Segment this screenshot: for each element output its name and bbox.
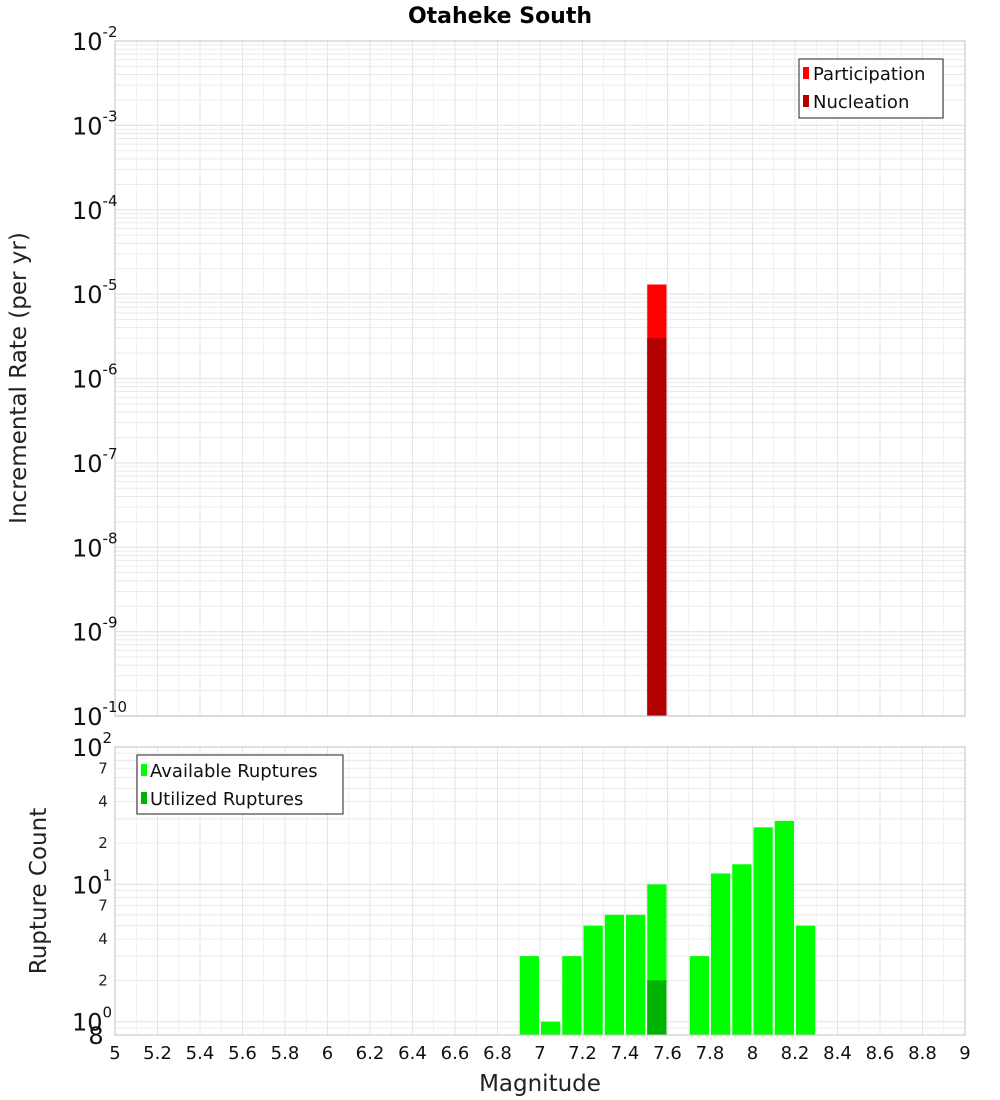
participation-swatch	[803, 67, 809, 79]
x-tick-label: 6.4	[398, 1043, 427, 1064]
bottom-y-axis-label: Rupture Count	[26, 808, 52, 974]
top-legend: Participation Nucleation	[798, 58, 944, 119]
nucleation-swatch	[803, 95, 809, 107]
available-bar	[774, 820, 794, 1035]
utilized-bar	[647, 980, 667, 1035]
available-swatch	[141, 764, 147, 776]
nucleation-bar	[647, 338, 667, 716]
available-bar	[689, 956, 709, 1035]
x-tick-label: 7.8	[696, 1043, 725, 1064]
y-tick-label: 10-10	[72, 698, 127, 731]
bottom-legend: Available Ruptures Utilized Ruptures	[136, 754, 344, 815]
x-axis-label: Magnitude	[479, 1071, 601, 1097]
legend-available: Available Ruptures	[150, 761, 318, 782]
available-bar	[711, 873, 731, 1035]
utilized-swatch	[141, 792, 147, 804]
available-bar	[519, 956, 539, 1035]
y-tick-label: 10-2	[72, 23, 118, 56]
y-tick-label: 10-9	[72, 614, 118, 647]
available-bar	[732, 864, 752, 1035]
x-tick-label: 8.8	[908, 1043, 937, 1064]
y-minor-tick-label: 7	[98, 897, 108, 915]
legend-utilized: Utilized Ruptures	[150, 789, 303, 810]
x-tick-label: 6.6	[441, 1043, 470, 1064]
plot-frame	[114, 746, 966, 1036]
x-tick-label: 5.4	[186, 1043, 215, 1064]
y-tick-label: 10-4	[72, 192, 118, 225]
y-tick-label: 10-8	[72, 529, 118, 562]
x-tick-label: 5.2	[143, 1043, 172, 1064]
x-tick-label: 7.6	[653, 1043, 682, 1064]
top-legend-box	[798, 58, 944, 119]
y-minor-tick-label: 4	[98, 930, 108, 948]
available-bar	[604, 914, 624, 1035]
y-tick-label: 102	[72, 729, 112, 762]
bottom-panel: 102 101 100 7 4 2 7 4 2 8	[72, 729, 966, 1050]
available-bar	[796, 925, 816, 1035]
x-tick-label: 7	[534, 1043, 545, 1064]
top-panel: 10-2 10-3 10-4 10-5 10-6 10-7 10-8 10-9 10-10	[72, 23, 966, 731]
bottom-legend-box	[136, 754, 344, 815]
y-minor-tick-label: 4	[98, 793, 108, 811]
x-tick-label: 6.8	[483, 1043, 512, 1064]
plot-frame	[114, 40, 966, 717]
available-bar	[562, 956, 582, 1035]
available-bar	[626, 914, 646, 1035]
y-tick-label: 101	[72, 866, 112, 899]
available-bar	[583, 925, 603, 1035]
x-tick-label: 9	[959, 1043, 970, 1064]
y-tick-label: 10-7	[72, 445, 118, 478]
x-tick-label: 7.2	[568, 1043, 597, 1064]
y-tick-label: 10-5	[72, 276, 118, 309]
x-tick-label: 8.4	[823, 1043, 852, 1064]
x-tick-label: 5	[109, 1043, 120, 1064]
legend-participation: Participation	[813, 64, 925, 85]
available-bar	[541, 1021, 561, 1035]
y-minor-tick-label: 8	[88, 1022, 103, 1050]
top-y-axis-label: Incremental Rate (per yr)	[6, 232, 32, 524]
x-tick-label: 8.6	[866, 1043, 895, 1064]
x-tick-label: 6.2	[356, 1043, 385, 1064]
x-tick-label: 5.6	[228, 1043, 257, 1064]
available-bar	[753, 827, 773, 1035]
y-minor-tick-label: 2	[98, 834, 108, 852]
x-tick-label: 7.4	[611, 1043, 640, 1064]
y-tick-label: 100	[72, 1004, 112, 1037]
chart-title: Otaheke South	[408, 4, 592, 29]
y-tick-label: 10-3	[72, 107, 118, 140]
y-minor-tick-label: 7	[98, 759, 108, 777]
x-tick-label: 8	[747, 1043, 758, 1064]
x-tick-label: 8.2	[781, 1043, 810, 1064]
x-tick-label: 6	[322, 1043, 333, 1064]
y-minor-tick-label: 2	[98, 971, 108, 989]
legend-nucleation: Nucleation	[813, 92, 909, 113]
y-tick-label: 10-6	[72, 361, 118, 394]
x-tick-label: 5.8	[271, 1043, 300, 1064]
